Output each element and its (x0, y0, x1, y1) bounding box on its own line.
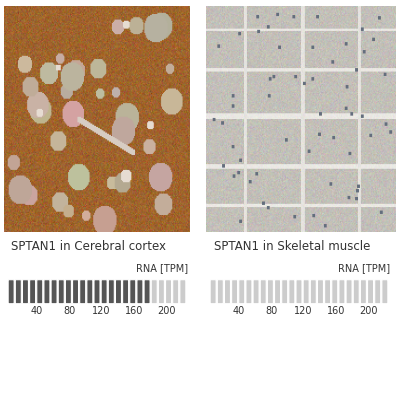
Text: RNA [TPM]: RNA [TPM] (136, 263, 188, 273)
FancyBboxPatch shape (144, 280, 150, 304)
FancyBboxPatch shape (130, 280, 136, 304)
Text: 160: 160 (125, 306, 143, 316)
FancyBboxPatch shape (180, 280, 186, 304)
FancyBboxPatch shape (166, 280, 172, 304)
FancyBboxPatch shape (151, 280, 157, 304)
FancyBboxPatch shape (108, 280, 114, 304)
FancyBboxPatch shape (232, 280, 238, 304)
FancyBboxPatch shape (15, 280, 21, 304)
Text: 80: 80 (265, 306, 277, 316)
FancyBboxPatch shape (101, 280, 107, 304)
Text: 40: 40 (232, 306, 245, 316)
FancyBboxPatch shape (296, 280, 302, 304)
FancyBboxPatch shape (94, 280, 100, 304)
Text: RNA [TPM]: RNA [TPM] (338, 263, 390, 273)
FancyBboxPatch shape (274, 280, 280, 304)
Text: 40: 40 (30, 306, 43, 316)
FancyBboxPatch shape (239, 280, 245, 304)
FancyBboxPatch shape (37, 280, 43, 304)
FancyBboxPatch shape (353, 280, 359, 304)
FancyBboxPatch shape (318, 280, 324, 304)
FancyBboxPatch shape (80, 280, 86, 304)
FancyBboxPatch shape (30, 280, 36, 304)
Text: 160: 160 (327, 306, 345, 316)
FancyBboxPatch shape (58, 280, 64, 304)
FancyBboxPatch shape (116, 280, 122, 304)
FancyBboxPatch shape (382, 280, 388, 304)
FancyBboxPatch shape (210, 280, 216, 304)
Text: SPTAN1 in Skeletal muscle: SPTAN1 in Skeletal muscle (214, 240, 370, 254)
FancyBboxPatch shape (72, 280, 78, 304)
FancyBboxPatch shape (289, 280, 295, 304)
FancyBboxPatch shape (44, 280, 50, 304)
FancyBboxPatch shape (339, 280, 345, 304)
Text: 200: 200 (157, 306, 176, 316)
FancyBboxPatch shape (158, 280, 164, 304)
FancyBboxPatch shape (217, 280, 223, 304)
FancyBboxPatch shape (253, 280, 259, 304)
FancyBboxPatch shape (8, 280, 14, 304)
FancyBboxPatch shape (368, 280, 374, 304)
FancyBboxPatch shape (22, 280, 28, 304)
FancyBboxPatch shape (310, 280, 316, 304)
FancyBboxPatch shape (51, 280, 57, 304)
FancyBboxPatch shape (137, 280, 143, 304)
FancyBboxPatch shape (87, 280, 93, 304)
FancyBboxPatch shape (173, 280, 179, 304)
FancyBboxPatch shape (332, 280, 338, 304)
FancyBboxPatch shape (123, 280, 129, 304)
FancyBboxPatch shape (246, 280, 252, 304)
FancyBboxPatch shape (282, 280, 288, 304)
FancyBboxPatch shape (375, 280, 381, 304)
Text: SPTAN1 in Cerebral cortex: SPTAN1 in Cerebral cortex (12, 240, 166, 254)
Text: 200: 200 (359, 306, 378, 316)
Text: 120: 120 (294, 306, 313, 316)
FancyBboxPatch shape (325, 280, 331, 304)
Text: 120: 120 (92, 306, 111, 316)
FancyBboxPatch shape (224, 280, 230, 304)
FancyBboxPatch shape (360, 280, 366, 304)
FancyBboxPatch shape (303, 280, 309, 304)
FancyBboxPatch shape (260, 280, 266, 304)
FancyBboxPatch shape (346, 280, 352, 304)
Text: 80: 80 (63, 306, 75, 316)
FancyBboxPatch shape (65, 280, 71, 304)
FancyBboxPatch shape (267, 280, 273, 304)
